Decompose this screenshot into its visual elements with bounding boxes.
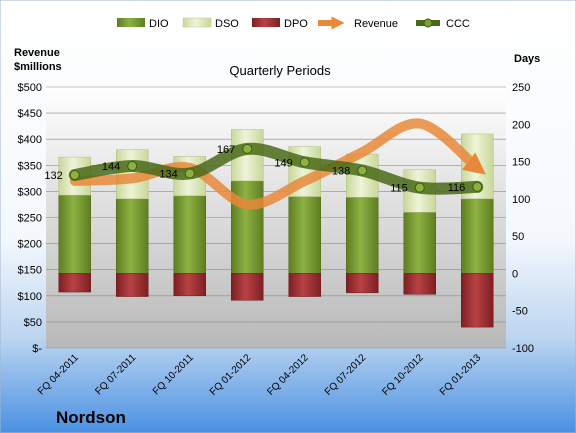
bar-dio: [58, 194, 91, 274]
left-axis-tick-label: $100: [18, 291, 42, 303]
legend-swatch-dpo: [252, 18, 280, 27]
right-axis-title: Days: [514, 53, 540, 65]
left-axis-tick-label: $250: [18, 213, 42, 225]
bar-dpo: [346, 273, 379, 294]
ccc-data-label: 167: [217, 144, 235, 156]
bar-dio: [461, 198, 494, 274]
bar-dpo: [173, 273, 206, 297]
bar-dpo: [461, 273, 494, 328]
ccc-data-label: 116: [448, 182, 466, 194]
ccc-line: [68, 142, 484, 195]
left-axis-tick-label: $400: [18, 134, 42, 146]
legend-label-revenue: Revenue: [354, 18, 398, 30]
chart-title: Quarterly Periods: [229, 63, 331, 78]
right-axis-tick-label: 0: [512, 268, 518, 280]
legend-swatch-dio: [117, 18, 145, 27]
left-axis-tick-label: $150: [18, 265, 42, 277]
revenue-line: [69, 118, 486, 210]
ccc-data-label: 132: [44, 170, 62, 182]
bar-dio: [288, 196, 321, 274]
line-layer: [68, 118, 486, 210]
ccc-point: [184, 168, 195, 179]
right-axis-tick-label: 200: [512, 119, 530, 131]
bar-dpo: [116, 273, 149, 297]
ccc-point: [69, 169, 80, 180]
bar-dio: [173, 195, 206, 274]
bar-dio: [403, 212, 436, 274]
left-axis-tick-label: $50: [24, 317, 42, 329]
bar-dpo: [403, 273, 436, 295]
bar-dio: [116, 198, 149, 274]
left-axis-title-line2: $millions: [14, 61, 62, 73]
right-axis-tick-label: 50: [512, 231, 524, 243]
bar-dpo: [58, 273, 91, 293]
ccc-data-label: 149: [274, 157, 292, 169]
company-name: Nordson: [56, 408, 126, 427]
left-axis-tick-label: $200: [18, 239, 42, 251]
ccc-data-label: 134: [159, 169, 177, 181]
legend-label-dso: DSO: [215, 18, 239, 30]
right-axis-tick-label: -100: [512, 343, 534, 355]
ccc-point: [127, 161, 138, 172]
left-axis-tick-label: $-: [32, 343, 42, 355]
ccc-point: [357, 165, 368, 176]
left-axis-tick-label: $350: [18, 160, 42, 172]
left-axis-title: Revenue $millions: [14, 47, 63, 73]
left-axis-tick-label: $500: [18, 82, 42, 94]
ccc-point: [472, 181, 483, 192]
bar-dpo: [231, 273, 264, 301]
ccc-point: [242, 143, 253, 154]
right-axis-tick-label: -50: [512, 306, 528, 318]
ccc-point: [299, 157, 310, 168]
left-axis-tick-label: $450: [18, 108, 42, 120]
legend-swatch-ccc-marker: [423, 18, 433, 28]
ccc-data-label: 144: [102, 161, 120, 173]
ccc-point: [414, 182, 425, 193]
bar-dpo: [288, 273, 321, 297]
legend-label-dio: DIO: [149, 18, 169, 30]
ccc-data-label: 138: [332, 166, 350, 178]
right-axis-tick-label: 150: [512, 157, 530, 169]
right-axis-tick-label: 250: [512, 82, 530, 94]
legend-swatch-dso: [182, 17, 212, 28]
legend-label-ccc: CCC: [446, 18, 470, 30]
left-axis-tick-label: $300: [18, 186, 42, 198]
legend: DIO DSO DPO Revenue CCC: [117, 16, 470, 30]
legend-label-dpo: DPO: [284, 18, 308, 30]
ccc-data-label: 115: [390, 183, 408, 195]
left-axis-title-line1: Revenue: [14, 47, 60, 59]
bar-dio: [346, 197, 379, 274]
right-axis-tick-label: 100: [512, 194, 530, 206]
